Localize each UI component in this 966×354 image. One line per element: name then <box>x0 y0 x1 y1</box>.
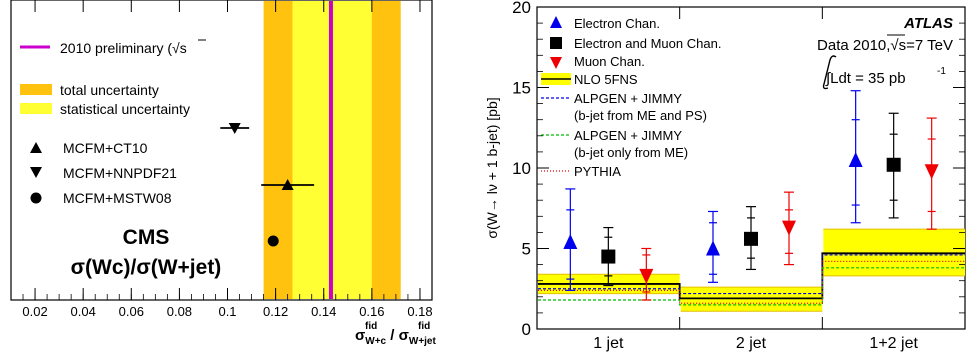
x-tick-label: 0.08 <box>167 304 192 319</box>
legend-alpgen-me-label: ALPGEN + JIMMY <box>574 128 682 143</box>
prediction-line-2 <box>538 267 965 306</box>
cms-subtitle: σ(Wc)/σ(W+jet) <box>71 256 222 279</box>
legend-alpgen-ps-label: ALPGEN + JIMMY <box>574 91 682 106</box>
atlas-lumi-sup: -1 <box>937 66 946 77</box>
x-tick-label: 0.06 <box>119 304 144 319</box>
prediction-point-mstw08 <box>267 235 279 247</box>
legend-mstw-label: MCFM+MSTW08 <box>63 190 172 206</box>
cms-x-axis-label: σW+c / σW+jet <box>355 327 436 347</box>
legend-stat-swatch <box>20 103 52 114</box>
prediction-line-3 <box>538 260 965 304</box>
legend-mstw-marker <box>30 192 42 204</box>
prediction-line-0 <box>538 252 965 300</box>
data-point-muon <box>924 164 939 180</box>
atlas-lumi-label: ∫Ldt = 35 pb <box>825 70 906 87</box>
x-category-label: 1+2 jet <box>869 335 918 352</box>
legend-total-label: total uncertainty <box>60 82 159 98</box>
data-point-electron <box>848 151 863 167</box>
data-point-muon <box>639 268 654 284</box>
legend-nnpdf-marker <box>30 167 42 178</box>
legend-electron-label: Electron Chan. <box>574 16 660 31</box>
x-tick-label: 0.16 <box>359 304 384 319</box>
y-tick-label: 5 <box>522 240 531 259</box>
x-category-label: 1 jet <box>593 335 624 352</box>
data-point-combined <box>886 157 901 172</box>
y-tick-label: 20 <box>512 0 531 17</box>
data-point-combined <box>744 231 758 246</box>
prediction-point-ct10 <box>281 179 294 190</box>
legend-muon-marker <box>550 57 562 69</box>
legend-combined-marker <box>550 37 562 49</box>
legend-stat-label: statistical uncertainty <box>60 101 190 117</box>
x-category-label: 2 jet <box>736 335 767 352</box>
x-tick-label: 0.04 <box>71 304 96 319</box>
x-tick-label: 0.1 <box>218 304 236 319</box>
cms-ratio-chart: 0.02 0.04 0.06 0.08 0.1 0.12 0.14 0.16 0.18 2010… <box>10 0 436 347</box>
legend-measurement-label: 2010 preliminary (√s <box>60 40 187 56</box>
data-point-combined <box>601 249 616 264</box>
x-tick-label: 0.02 <box>22 304 47 319</box>
data-point-electron <box>706 240 720 256</box>
y-tick-label: 15 <box>512 79 531 98</box>
atlas-experiment-label: ATLAS <box>903 15 953 32</box>
y-tick-label: 0 <box>522 320 531 339</box>
legend-pythia-label: PYTHIA <box>574 164 621 179</box>
prediction-line-1 <box>538 254 965 295</box>
legend-electron-marker <box>550 16 562 28</box>
legend-total-swatch <box>20 84 52 95</box>
cms-x-axis-sup1: fid <box>365 321 377 332</box>
legend-ct10-marker <box>30 142 42 153</box>
legend-alpgen-me-sublabel: (b-jet only from ME) <box>574 145 688 160</box>
legend-combined-label: Electron and Muon Chan. <box>574 36 721 51</box>
prediction-point-nnpdf21 <box>228 123 241 134</box>
data-point-muon <box>782 220 796 236</box>
cms-title: CMS <box>123 226 170 249</box>
atlas-data-label: Data 2010,√s=7 TeV <box>817 37 953 54</box>
legend-nlo-label: NLO 5FNS <box>574 72 638 87</box>
integral-sign <box>822 55 837 90</box>
data-point-electron <box>563 234 578 250</box>
y-tick-label: 10 <box>512 159 531 178</box>
atlas-wb-chart: 0 5 10 15 20 1 jet 2 jet 1+2 jet σ(W→ lν + 1 b-… <box>484 0 966 352</box>
atlas-y-axis-label: σ(W→ lν + 1 b-jet) [pb] <box>484 97 500 238</box>
legend-nnpdf-label: MCFM+NNPDF21 <box>63 165 177 181</box>
x-tick-label: 0.18 <box>407 304 432 319</box>
x-tick-label: 0.14 <box>311 304 336 319</box>
cms-x-axis-sup2: fid <box>418 321 430 332</box>
legend-muon-label: Muon Chan. <box>574 54 645 69</box>
x-tick-label: 0.12 <box>263 304 288 319</box>
legend-alpgen-ps-sublabel: (b-jet from ME and PS) <box>574 108 707 123</box>
legend-ct10-label: MCFM+CT10 <box>63 140 148 156</box>
